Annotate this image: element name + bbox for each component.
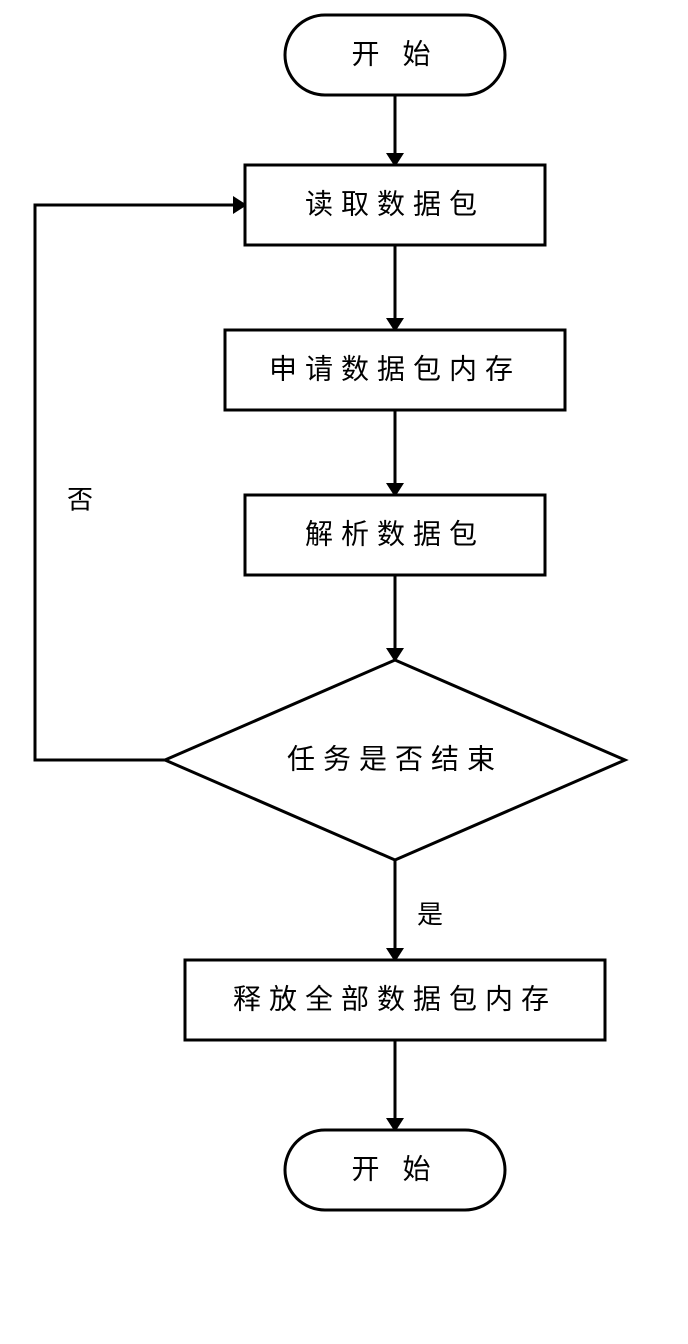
node-label-end: 开 始 [351, 1154, 438, 1186]
node-decide: 任务是否结束 [165, 660, 625, 860]
node-free: 释放全部数据包内存 [185, 960, 605, 1040]
node-start: 开 始 [285, 15, 505, 95]
node-label-alloc: 申请数据包内存 [269, 354, 521, 386]
edge-label-decide-free: 是 [417, 901, 443, 930]
edge-label-decide-read: 否 [67, 486, 93, 515]
node-label-read: 读取数据包 [305, 189, 485, 221]
node-label-parse: 解析数据包 [305, 519, 485, 551]
node-label-start: 开 始 [351, 39, 438, 71]
node-parse: 解析数据包 [245, 495, 545, 575]
node-label-free: 释放全部数据包内存 [233, 984, 557, 1016]
node-end: 开 始 [285, 1130, 505, 1210]
node-label-decide: 任务是否结束 [287, 744, 503, 776]
node-read: 读取数据包 [245, 165, 545, 245]
node-alloc: 申请数据包内存 [225, 330, 565, 410]
edge-decide-read [35, 205, 245, 760]
flowchart: 是否开 始读取数据包申请数据包内存解析数据包任务是否结束释放全部数据包内存开 始 [0, 0, 688, 1344]
